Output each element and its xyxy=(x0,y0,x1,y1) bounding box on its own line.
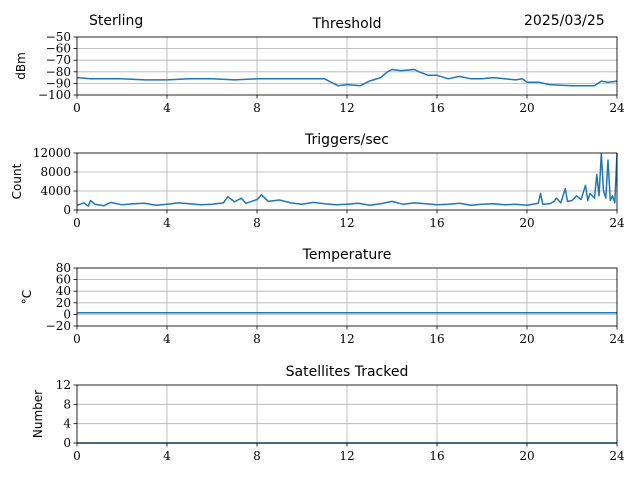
x-tick-label: 16 xyxy=(429,216,444,230)
x-tick-label: 0 xyxy=(73,216,81,230)
y-tick-label: −90 xyxy=(46,76,71,90)
y-axis-label: °C xyxy=(20,290,34,304)
x-tick-label: 12 xyxy=(339,216,354,230)
x-tick-label: 4 xyxy=(163,101,171,115)
x-tick-label: 4 xyxy=(163,216,171,230)
chart-title: Satellites Tracked xyxy=(286,364,409,380)
y-tick-label: 40 xyxy=(56,284,71,298)
y-tick-label: 12000 xyxy=(33,146,71,160)
x-tick-label: 16 xyxy=(429,101,444,115)
x-tick-label: 24 xyxy=(609,332,625,346)
y-axis-label: dBm xyxy=(14,52,28,80)
x-tick-label: 4 xyxy=(163,332,171,346)
chart-title: Triggers/sec xyxy=(304,132,389,148)
chart-panel-triggers: 0 4 8 12 16 20 24 0 4000 8000 12000 Triggers/sec Cou… xyxy=(10,132,625,230)
series-line-triggers xyxy=(76,152,618,207)
x-tick-label: 8 xyxy=(253,101,261,115)
x-tick-label: 20 xyxy=(519,101,534,115)
station-name: Sterling xyxy=(89,13,144,29)
x-tick-label: 8 xyxy=(253,332,261,346)
y-tick-label: 12 xyxy=(56,378,71,392)
x-tick-label: 12 xyxy=(339,332,354,346)
x-tick-label: 0 xyxy=(73,449,81,463)
y-tick-label: 4000 xyxy=(40,184,71,198)
x-tick-label: 0 xyxy=(73,101,81,115)
y-tick-label: 60 xyxy=(56,273,71,287)
y-tick-label: −100 xyxy=(38,88,71,102)
y-tick-label: 0 xyxy=(63,203,71,217)
y-tick-label: 80 xyxy=(56,261,71,275)
y-axis-label: Number xyxy=(31,390,45,438)
y-axis-label: Count xyxy=(10,163,24,199)
y-tick-label: 20 xyxy=(56,296,71,310)
y-tick-label: −20 xyxy=(46,319,71,333)
y-tick-label: 0 xyxy=(63,436,71,450)
y-tick-label: −80 xyxy=(46,65,71,79)
chart-title: Threshold xyxy=(312,16,382,32)
x-tick-label: 20 xyxy=(519,332,534,346)
x-tick-label: 4 xyxy=(163,449,171,463)
x-tick-label: 8 xyxy=(253,449,261,463)
y-tick-label: −50 xyxy=(46,30,71,44)
chart-panel-satellites: 0 4 8 12 16 20 24 0 4 8 12 Satellites Tracked Number xyxy=(31,364,625,463)
chart-panel-threshold: 0 4 8 12 16 20 24 −100−90−80−70−60−50 Threshold d… xyxy=(14,16,625,115)
x-tick-label: 12 xyxy=(339,101,354,115)
chart-date: 2025/03/25 xyxy=(524,13,605,29)
y-tick-label: 8000 xyxy=(40,165,71,179)
x-tick-label: 24 xyxy=(609,216,625,230)
chart-title: Temperature xyxy=(302,247,392,263)
y-tick-label: −70 xyxy=(46,53,71,67)
x-tick-label: 8 xyxy=(253,216,261,230)
x-tick-label: 24 xyxy=(609,101,625,115)
y-tick-label: −60 xyxy=(46,42,71,56)
y-tick-label: 0 xyxy=(63,307,71,321)
x-tick-label: 20 xyxy=(519,216,534,230)
x-tick-label: 16 xyxy=(429,449,444,463)
x-tick-label: 20 xyxy=(519,449,534,463)
y-tick-label: 4 xyxy=(63,417,71,431)
x-tick-label: 12 xyxy=(339,449,354,463)
y-tick-label: 8 xyxy=(63,397,71,411)
x-tick-label: 16 xyxy=(429,332,444,346)
x-tick-label: 24 xyxy=(609,449,625,463)
x-tick-label: 0 xyxy=(73,332,81,346)
series-line-threshold xyxy=(76,68,618,87)
